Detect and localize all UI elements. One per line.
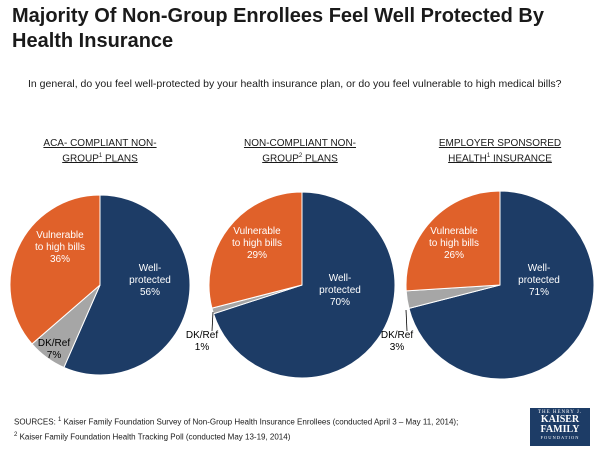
panel-title-aca: ACA- COMPLIANT NON- GROUP1 PLANS xyxy=(15,137,185,165)
pie-slice-vulnerable-to-high-bills xyxy=(208,191,303,309)
leader-line xyxy=(405,309,408,332)
footnote-marker: 1 xyxy=(98,153,103,159)
pie-slice-vulnerable-to-high-bills xyxy=(9,194,101,345)
sources-note: SOURCES: 1 Kaiser Family Foundation Surv… xyxy=(14,414,514,443)
data-label-well-protected: Well-protected 71% xyxy=(518,263,560,298)
panel-title-line1: ACA- COMPLIANT NON- xyxy=(43,138,157,149)
pie-slice-well-protected xyxy=(408,190,595,380)
footnote-marker: 2 xyxy=(14,431,18,438)
footnote-marker: 1 xyxy=(486,153,491,159)
survey-question: In general, do you feel well-protected b… xyxy=(28,78,562,90)
logo-line: FOUNDATION xyxy=(540,435,580,440)
data-label-vulnerable-to-high-bills: Vulnerable to high bills 29% xyxy=(232,226,282,261)
panel-title-line2-post: PLANS xyxy=(302,153,338,165)
panel-title-noncompliant: NON-COMPLIANT NON- GROUP2 PLANS xyxy=(212,137,388,165)
panel-title-line2-post: PLANS xyxy=(102,153,138,165)
kff-logo: THE HENRY J. KAISER FAMILY FOUNDATION xyxy=(530,408,590,446)
data-label-vulnerable-to-high-bills: Vulnerable to high bills 26% xyxy=(429,226,479,261)
logo-line: FAMILY xyxy=(540,424,580,435)
data-label-well-protected: Well-protected 56% xyxy=(129,263,171,298)
source-2: Kaiser Family Foundation Health Tracking… xyxy=(17,432,291,442)
pie-slice-well-protected xyxy=(63,194,191,376)
leader-line xyxy=(211,311,214,332)
panel-title-line1: NON-COMPLIANT NON- xyxy=(243,138,357,149)
data-label-dk-ref: DK/Ref 1% xyxy=(186,330,218,353)
panel-title-line2-pre: GROUP xyxy=(62,153,99,165)
panel-title-line2-pre: HEALTH xyxy=(448,153,487,165)
sources-prefix: SOURCES: xyxy=(14,417,59,427)
data-label-dk-ref: DK/Ref 7% xyxy=(38,338,70,361)
footnote-marker: 1 xyxy=(58,417,62,423)
panel-title-line2-pre: GROUP xyxy=(262,153,299,165)
data-label-dk-ref: DK/Ref 3% xyxy=(381,330,413,353)
panel-title-line2-post: INSURANCE xyxy=(490,153,552,165)
pie-slice-vulnerable-to-high-bills xyxy=(405,190,501,292)
data-label-vulnerable-to-high-bills: Vulnerable to high bills 36% xyxy=(35,230,85,265)
footnote-marker: 2 xyxy=(298,153,303,159)
data-label-well-protected: Well-protected 70% xyxy=(319,273,361,308)
pie-slice-well-protected xyxy=(212,191,396,379)
panel-title-line1: EMPLOYER SPONSORED xyxy=(438,138,562,149)
logo-line: KAISER xyxy=(540,414,580,425)
panel-title-employer: EMPLOYER SPONSORED HEALTH1 INSURANCE xyxy=(412,137,588,165)
logo-line: THE HENRY J. xyxy=(537,410,583,415)
source-1: Kaiser Family Foundation Survey of Non-G… xyxy=(61,417,459,427)
page-title: Majority Of Non-Group Enrollees Feel Wel… xyxy=(12,5,544,52)
